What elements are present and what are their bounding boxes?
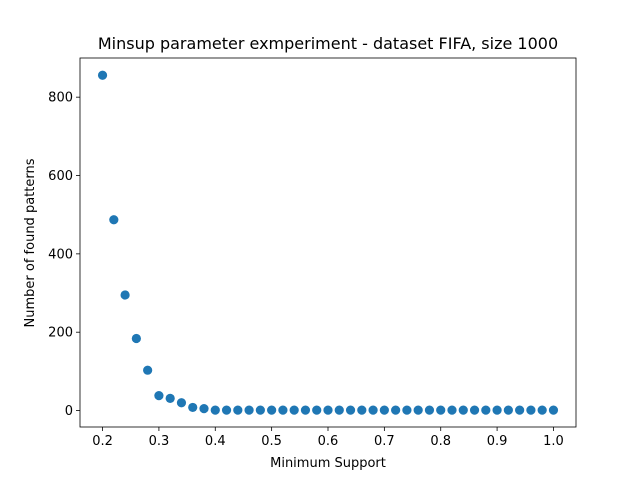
data-point	[357, 405, 367, 415]
y-tick-label: 800	[48, 91, 73, 106]
data-point	[481, 405, 491, 415]
data-point	[312, 405, 322, 415]
data-point	[334, 405, 344, 415]
data-point	[492, 405, 502, 415]
y-axis-label: Number of found patterns	[23, 158, 38, 327]
data-point	[154, 391, 164, 401]
x-tick-label: 0.9	[487, 434, 508, 449]
data-point	[379, 405, 389, 415]
data-point	[537, 405, 547, 415]
data-point	[176, 398, 187, 408]
data-point	[255, 405, 265, 415]
data-point	[503, 405, 513, 415]
y-tick-label: 0	[65, 404, 73, 419]
data-point	[515, 405, 525, 415]
data-point	[143, 365, 153, 375]
data-point	[109, 215, 119, 225]
data-point	[278, 405, 288, 415]
data-point	[368, 405, 378, 415]
y-tick-label: 400	[48, 247, 73, 262]
x-tick-label: 0.2	[92, 434, 113, 449]
data-point	[97, 70, 108, 80]
data-point	[289, 405, 299, 415]
data-point	[548, 405, 559, 415]
data-point	[526, 405, 536, 415]
x-tick-label: 0.6	[318, 434, 339, 449]
y-tick-label: 200	[48, 326, 73, 341]
data-point	[391, 405, 401, 415]
plot-area: 0.2 0.3 0.4 0.5 0.6 0.7 0.8 0.9 1.0 0 200 400 600 800	[48, 57, 577, 449]
data-point	[402, 405, 412, 415]
data-point	[458, 405, 468, 415]
data-point	[413, 405, 423, 415]
data-point	[120, 290, 130, 300]
data-point	[165, 393, 175, 404]
x-tick-label: 1.0	[543, 434, 564, 449]
data-point	[424, 405, 435, 415]
x-tick-label: 0.4	[205, 434, 226, 449]
data-point	[199, 403, 209, 414]
data-point	[436, 405, 446, 415]
x-axis-label: Minimum Support	[270, 456, 386, 471]
x-tick-label: 0.7	[374, 434, 395, 449]
data-point	[188, 402, 198, 413]
data-point	[221, 405, 232, 415]
data-point	[131, 333, 141, 344]
data-point	[345, 405, 356, 415]
data-point	[469, 405, 480, 415]
data-point	[323, 405, 333, 415]
data-point	[300, 405, 311, 415]
x-tick-label: 0.8	[430, 434, 451, 449]
data-point	[233, 405, 243, 415]
y-tick-label: 600	[48, 169, 73, 184]
x-tick-label: 0.5	[261, 434, 282, 449]
data-point	[244, 405, 254, 415]
data-point	[447, 405, 457, 415]
data-point	[267, 405, 277, 415]
x-tick-label: 0.3	[149, 434, 170, 449]
chart-title: Minsup parameter exmperiment - dataset F…	[98, 34, 558, 53]
data-point	[210, 405, 220, 415]
